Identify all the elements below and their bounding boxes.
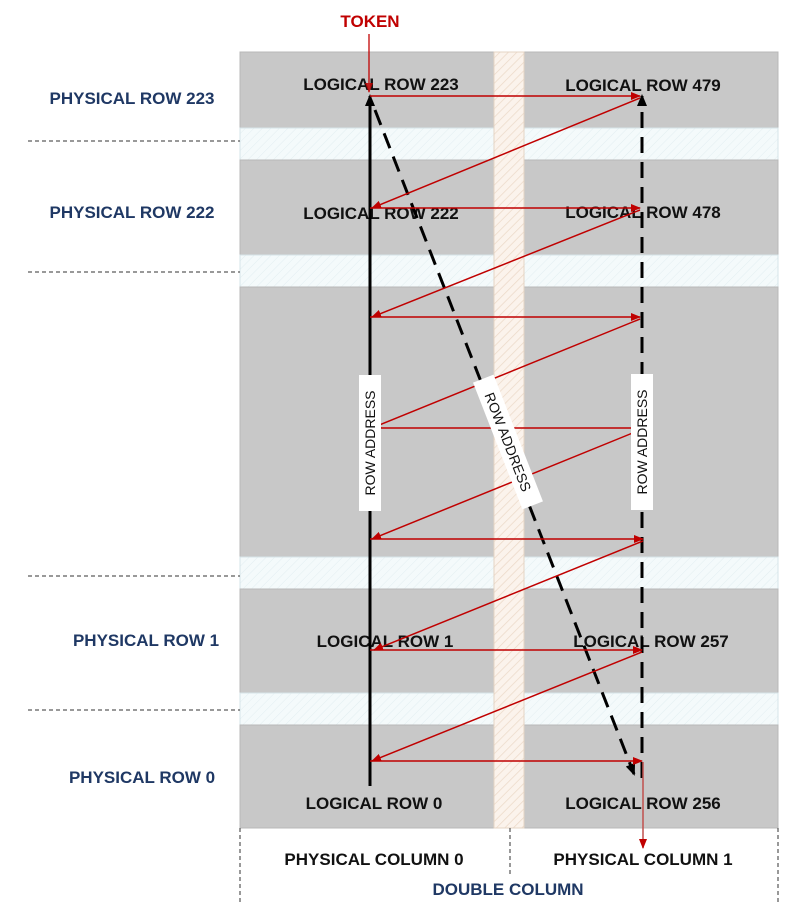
logical-row-223-label: LOGICAL ROW 223 xyxy=(303,75,459,94)
physical-row-222-label: PHYSICAL ROW 222 xyxy=(49,203,214,222)
logical-row-479-label: LOGICAL ROW 479 xyxy=(565,76,721,95)
logical-row-257-label: LOGICAL ROW 257 xyxy=(573,632,729,651)
row-address-text-right: ROW ADDRESS xyxy=(634,389,650,494)
row-address-label-right: ROW ADDRESS xyxy=(631,374,653,510)
logical-row-222-label: LOGICAL ROW 222 xyxy=(303,204,459,223)
double-column-label: DOUBLE COLUMN xyxy=(432,880,583,899)
physical-row-223-label: PHYSICAL ROW 223 xyxy=(49,89,214,108)
column-borders xyxy=(239,828,779,905)
row-address-text-left: ROW ADDRESS xyxy=(362,390,378,495)
physical-column-1-label: PHYSICAL COLUMN 1 xyxy=(553,850,732,869)
physical-row-1-label: PHYSICAL ROW 1 xyxy=(73,631,219,650)
row-boundary-lines xyxy=(28,140,240,711)
physical-column-0-label: PHYSICAL COLUMN 0 xyxy=(284,850,463,869)
token-label: TOKEN xyxy=(340,12,399,31)
logical-row-1-label: LOGICAL ROW 1 xyxy=(317,632,454,651)
row-address-label-left: ROW ADDRESS xyxy=(359,375,381,511)
logical-row-0-label: LOGICAL ROW 0 xyxy=(306,794,443,813)
physical-row-0-label: PHYSICAL ROW 0 xyxy=(69,768,215,787)
